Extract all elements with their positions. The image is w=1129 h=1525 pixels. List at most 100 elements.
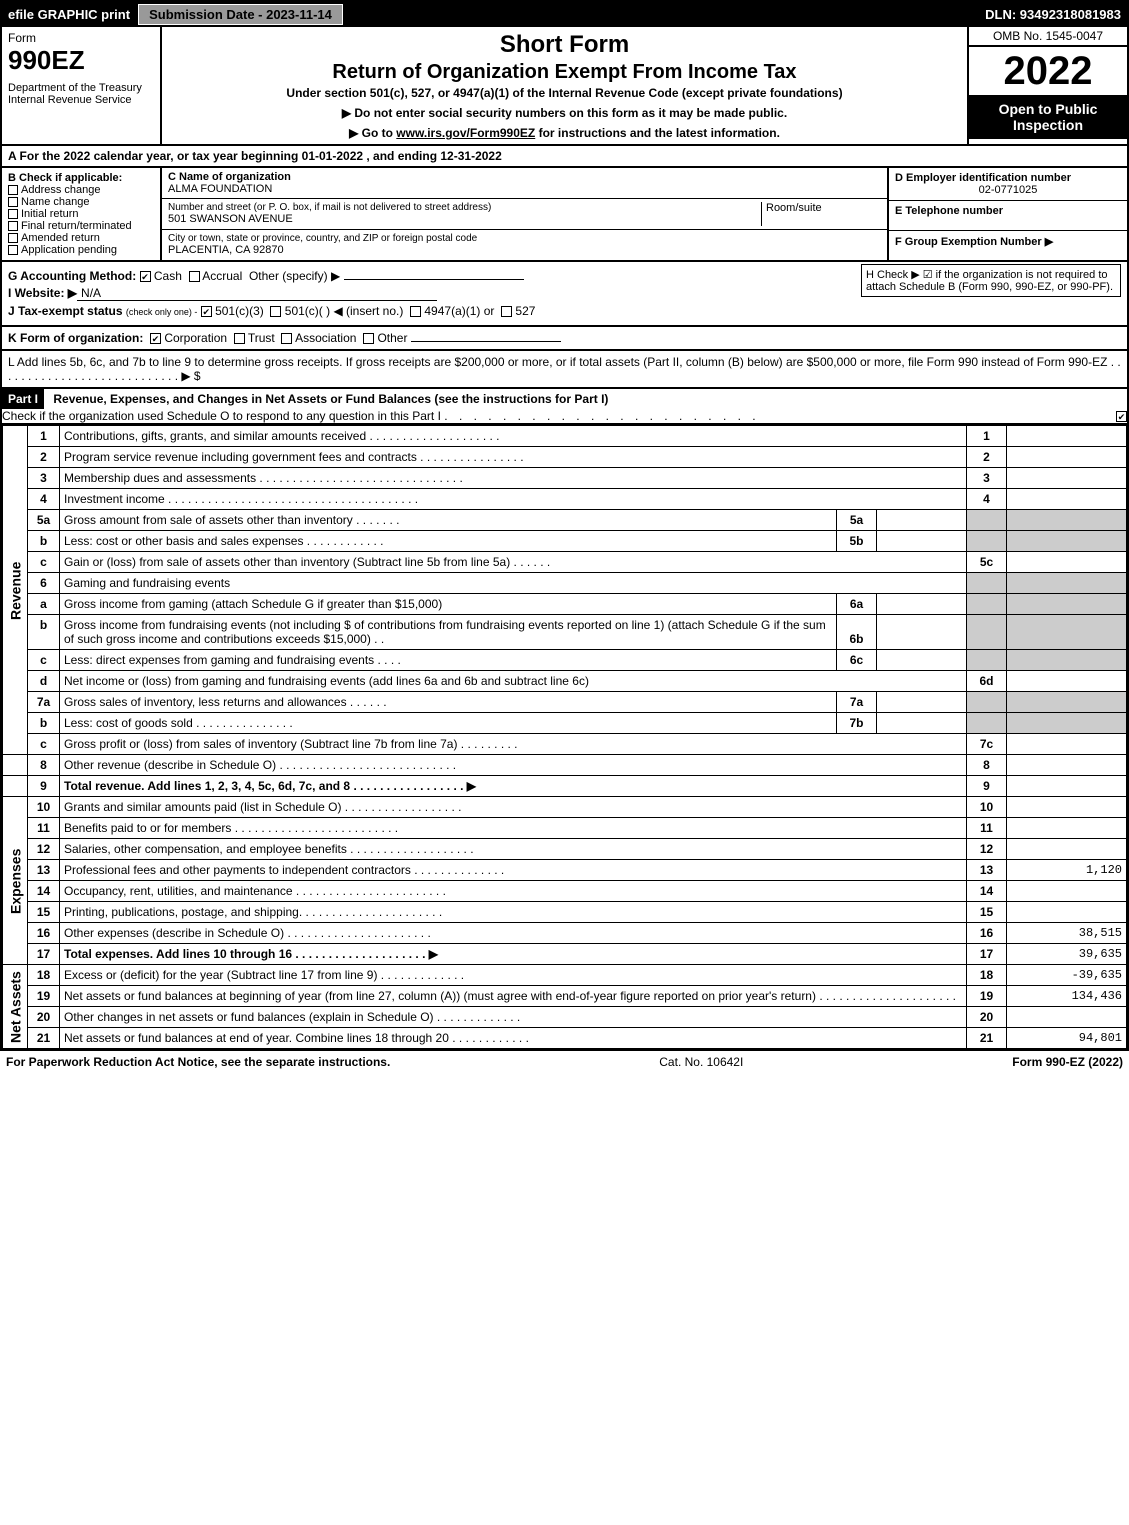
- checkbox-icon[interactable]: [8, 209, 18, 219]
- line-col: 15: [967, 902, 1007, 923]
- line-desc: Excess or (deficit) for the year (Subtra…: [60, 965, 967, 986]
- b-opt-label: Amended return: [21, 232, 100, 244]
- sub-line-val: [877, 692, 967, 713]
- j-label: J Tax-exempt status: [8, 304, 123, 318]
- line-number: 9: [28, 776, 60, 797]
- line-col: 11: [967, 818, 1007, 839]
- submission-date: Submission Date - 2023-11-14: [138, 4, 343, 25]
- shade-cell: [967, 573, 1007, 594]
- irs-link[interactable]: www.irs.gov/Form990EZ: [396, 126, 535, 140]
- d-ein: D Employer identification number 02-0771…: [889, 168, 1127, 201]
- checkbox-icon[interactable]: [150, 333, 161, 344]
- sub-line-val: [877, 531, 967, 552]
- checkbox-icon[interactable]: [281, 333, 292, 344]
- ein-value: 02-0771025: [895, 184, 1121, 196]
- line-col: 7c: [967, 734, 1007, 755]
- line-col: 5c: [967, 552, 1007, 573]
- footer-right-pre: Form: [1012, 1055, 1045, 1069]
- line-val: 38,515: [1007, 923, 1127, 944]
- checkbox-icon[interactable]: [363, 333, 374, 344]
- checkbox-icon[interactable]: [140, 271, 151, 282]
- line-number: 7a: [28, 692, 60, 713]
- checkbox-icon[interactable]: [201, 306, 212, 317]
- checkbox-icon[interactable]: [8, 233, 18, 243]
- form-label: Form: [8, 31, 154, 45]
- line-desc: Less: cost of goods sold . . . . . . . .…: [60, 713, 837, 734]
- line-val: 134,436: [1007, 986, 1127, 1007]
- b-opt-label: Initial return: [21, 208, 78, 220]
- checkbox-icon[interactable]: [270, 306, 281, 317]
- b-opt: Application pending: [8, 244, 154, 256]
- checkbox-icon[interactable]: [234, 333, 245, 344]
- line-desc: Gross income from fundraising events (no…: [60, 615, 837, 650]
- line-number: 19: [28, 986, 60, 1007]
- checkbox-icon[interactable]: [8, 197, 18, 207]
- line-col: 17: [967, 944, 1007, 965]
- header-right: OMB No. 1545-0047 2022 Open to Public In…: [967, 27, 1127, 144]
- netassets-sidelabel: Net Assets: [3, 965, 28, 1049]
- j-501c: 501(c)( ) ◀ (insert no.): [285, 304, 404, 318]
- sub-line-val: [877, 713, 967, 734]
- line-desc: Gain or (loss) from sale of assets other…: [60, 552, 967, 573]
- line-number: 20: [28, 1007, 60, 1028]
- line-k: K Form of organization: Corporation Trus…: [2, 327, 1127, 351]
- checkbox-icon[interactable]: [8, 221, 18, 231]
- goto-pre: ▶ Go to: [349, 126, 396, 140]
- col-c: C Name of organization ALMA FOUNDATION N…: [162, 168, 887, 260]
- line-number: 10: [28, 797, 60, 818]
- checkbox-icon[interactable]: [501, 306, 512, 317]
- line-number: 11: [28, 818, 60, 839]
- line-desc: Net income or (loss) from gaming and fun…: [60, 671, 967, 692]
- shade-cell: [1007, 594, 1127, 615]
- group-label: F Group Exemption Number ▶: [895, 235, 1121, 248]
- checkbox-icon[interactable]: [1116, 411, 1127, 422]
- sub-line-val: [877, 615, 967, 650]
- shade-cell: [967, 531, 1007, 552]
- line-desc: Total expenses. Add lines 10 through 16 …: [60, 944, 967, 965]
- col-d: D Employer identification number 02-0771…: [887, 168, 1127, 260]
- c-city-row: City or town, state or province, country…: [162, 230, 887, 260]
- line-number: 4: [28, 489, 60, 510]
- footer-mid: Cat. No. 10642I: [659, 1055, 743, 1069]
- j-4947: 4947(a)(1) or: [424, 304, 494, 318]
- b-opt: Initial return: [8, 208, 154, 220]
- header-mid: Short Form Return of Organization Exempt…: [162, 27, 967, 144]
- line-number: 2: [28, 447, 60, 468]
- line-desc: Net assets or fund balances at end of ye…: [60, 1028, 967, 1049]
- line-desc: Professional fees and other payments to …: [60, 860, 967, 881]
- line-val: 1,120: [1007, 860, 1127, 881]
- line-number: 14: [28, 881, 60, 902]
- j-row: J Tax-exempt status (check only one) - 5…: [8, 304, 1121, 318]
- line-number: a: [28, 594, 60, 615]
- k-opt: Trust: [248, 331, 275, 345]
- line-17-bold: Total expenses. Add lines 10 through 16 …: [64, 947, 438, 961]
- line-col: 8: [967, 755, 1007, 776]
- line-desc: Less: cost or other basis and sales expe…: [60, 531, 837, 552]
- line-val: [1007, 881, 1127, 902]
- j-note: (check only one) -: [126, 307, 198, 317]
- line-val: -39,635: [1007, 965, 1127, 986]
- line-desc: Benefits paid to or for members . . . . …: [60, 818, 967, 839]
- c-name-row: C Name of organization ALMA FOUNDATION: [162, 168, 887, 199]
- ein-label: D Employer identification number: [895, 172, 1121, 184]
- form-title: Short Form: [166, 31, 963, 59]
- checkbox-icon[interactable]: [8, 185, 18, 195]
- block-b-to-f: B Check if applicable: Address change Na…: [2, 168, 1127, 262]
- footer-right-post: (2022): [1085, 1055, 1123, 1069]
- header-left: Form 990EZ Department of the Treasury In…: [2, 27, 162, 144]
- k-opt: Association: [295, 331, 356, 345]
- line-val: [1007, 671, 1127, 692]
- line-desc: Other revenue (describe in Schedule O) .…: [60, 755, 967, 776]
- checkbox-icon[interactable]: [189, 271, 200, 282]
- line-number: 15: [28, 902, 60, 923]
- checkbox-icon[interactable]: [410, 306, 421, 317]
- checkbox-icon[interactable]: [8, 245, 18, 255]
- line-number: 18: [28, 965, 60, 986]
- shade-cell: [1007, 650, 1127, 671]
- dots: . . . . . . . . . . . . . . . . . . . . …: [444, 409, 759, 423]
- line-desc: Total revenue. Add lines 1, 2, 3, 4, 5c,…: [60, 776, 967, 797]
- line-number: c: [28, 734, 60, 755]
- line-a: A For the 2022 calendar year, or tax yea…: [2, 146, 1127, 168]
- lines-table: Revenue 1 Contributions, gifts, grants, …: [2, 425, 1127, 1049]
- line-desc: Gross sales of inventory, less returns a…: [60, 692, 837, 713]
